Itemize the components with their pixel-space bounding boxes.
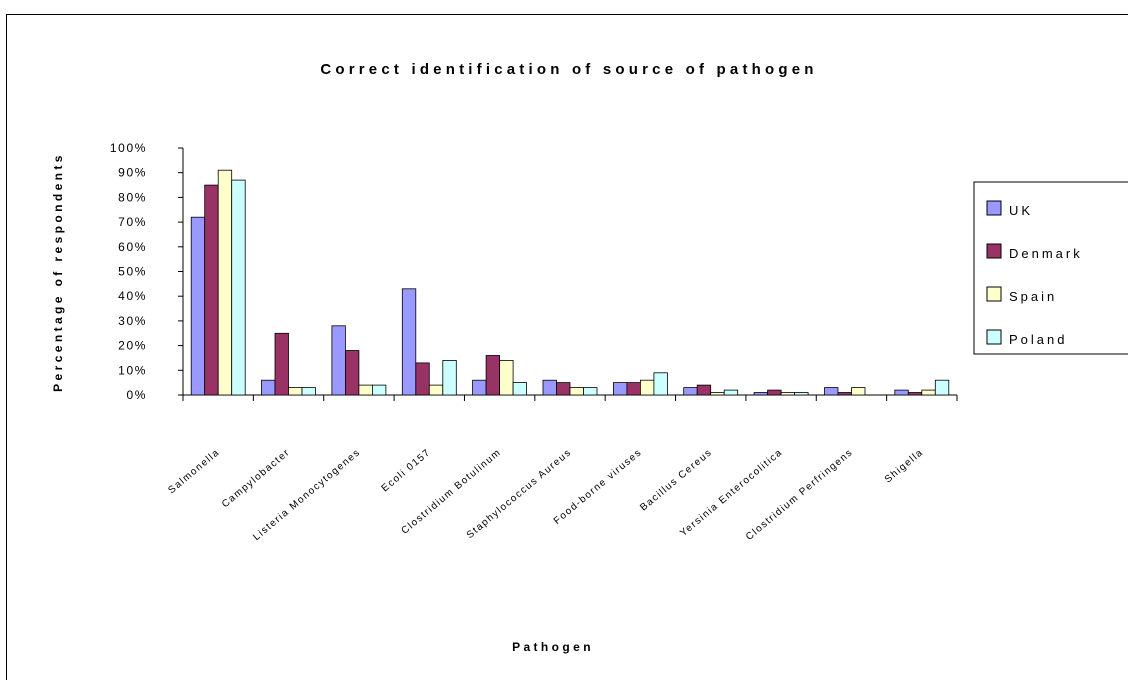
y-tick-label: 100%	[110, 141, 147, 155]
bar	[472, 379, 487, 396]
bar	[837, 392, 852, 396]
x-category-label: Campylobacter	[220, 447, 293, 510]
y-tick-label: 50%	[118, 265, 147, 279]
bar	[217, 169, 233, 396]
bar	[626, 382, 641, 396]
chart-frame	[6, 14, 1128, 680]
y-tick-label: 30%	[118, 314, 147, 328]
x-category-label: Shigella	[883, 447, 926, 485]
bar	[907, 392, 923, 396]
bar	[358, 384, 373, 396]
bar	[640, 379, 655, 396]
bar	[371, 384, 387, 396]
legend-swatch	[986, 200, 1002, 216]
bar	[583, 387, 598, 396]
y-tick-label: 10%	[118, 363, 147, 377]
bar	[190, 216, 206, 396]
y-tick-label: 0%	[126, 388, 147, 402]
bar	[274, 332, 289, 396]
bar	[401, 288, 417, 396]
y-tick-label: 90%	[118, 166, 147, 180]
bar	[204, 184, 219, 396]
bar	[613, 382, 628, 396]
bar	[851, 387, 866, 396]
bar	[485, 355, 501, 396]
bar	[261, 379, 276, 396]
legend: UK Denmark Spain Poland	[973, 181, 1128, 355]
x-category-label: Ecoli 0157	[380, 447, 434, 494]
bar	[653, 372, 668, 396]
bar	[934, 379, 950, 396]
chart-title: Correct identification of source of path…	[320, 61, 817, 78]
y-axis-title: Percentage of respondents	[51, 152, 65, 392]
bar	[442, 359, 457, 396]
legend-swatch	[986, 243, 1002, 259]
bar	[710, 392, 725, 396]
bars	[190, 169, 950, 396]
bar	[683, 387, 698, 396]
bar	[301, 387, 316, 396]
legend-label: Poland	[1009, 332, 1067, 347]
bar	[696, 384, 712, 396]
x-category-label: Salmonella	[166, 447, 222, 496]
bar	[512, 382, 527, 396]
bar	[542, 379, 557, 396]
legend-swatch	[986, 286, 1002, 302]
bar	[428, 384, 444, 396]
bar	[894, 389, 909, 396]
legend-label: Spain	[1009, 289, 1057, 304]
y-tick-label: 80%	[118, 190, 147, 204]
bar	[723, 389, 739, 396]
bar	[569, 387, 584, 396]
axes	[178, 147, 958, 401]
y-tick-label: 70%	[118, 215, 147, 229]
bar	[415, 362, 430, 396]
bar	[794, 392, 809, 396]
bar	[921, 389, 936, 396]
legend-swatch	[986, 329, 1002, 345]
bar	[331, 325, 346, 396]
bar	[499, 359, 514, 396]
bar	[344, 350, 360, 396]
x-category-label: Bacillus Cereus	[638, 447, 714, 514]
legend-label: Denmark	[1009, 246, 1083, 261]
legend-label: UK	[1009, 203, 1033, 218]
bar	[767, 389, 782, 396]
y-tick-label: 60%	[118, 240, 147, 254]
bar	[231, 179, 246, 396]
bar	[780, 392, 795, 396]
bar	[288, 387, 303, 396]
bar	[556, 382, 571, 396]
x-axis-title: Pathogen	[512, 640, 594, 654]
bar	[753, 392, 768, 396]
y-tick-label: 20%	[118, 339, 147, 353]
bar	[824, 387, 839, 396]
y-tick-label: 40%	[118, 289, 147, 303]
